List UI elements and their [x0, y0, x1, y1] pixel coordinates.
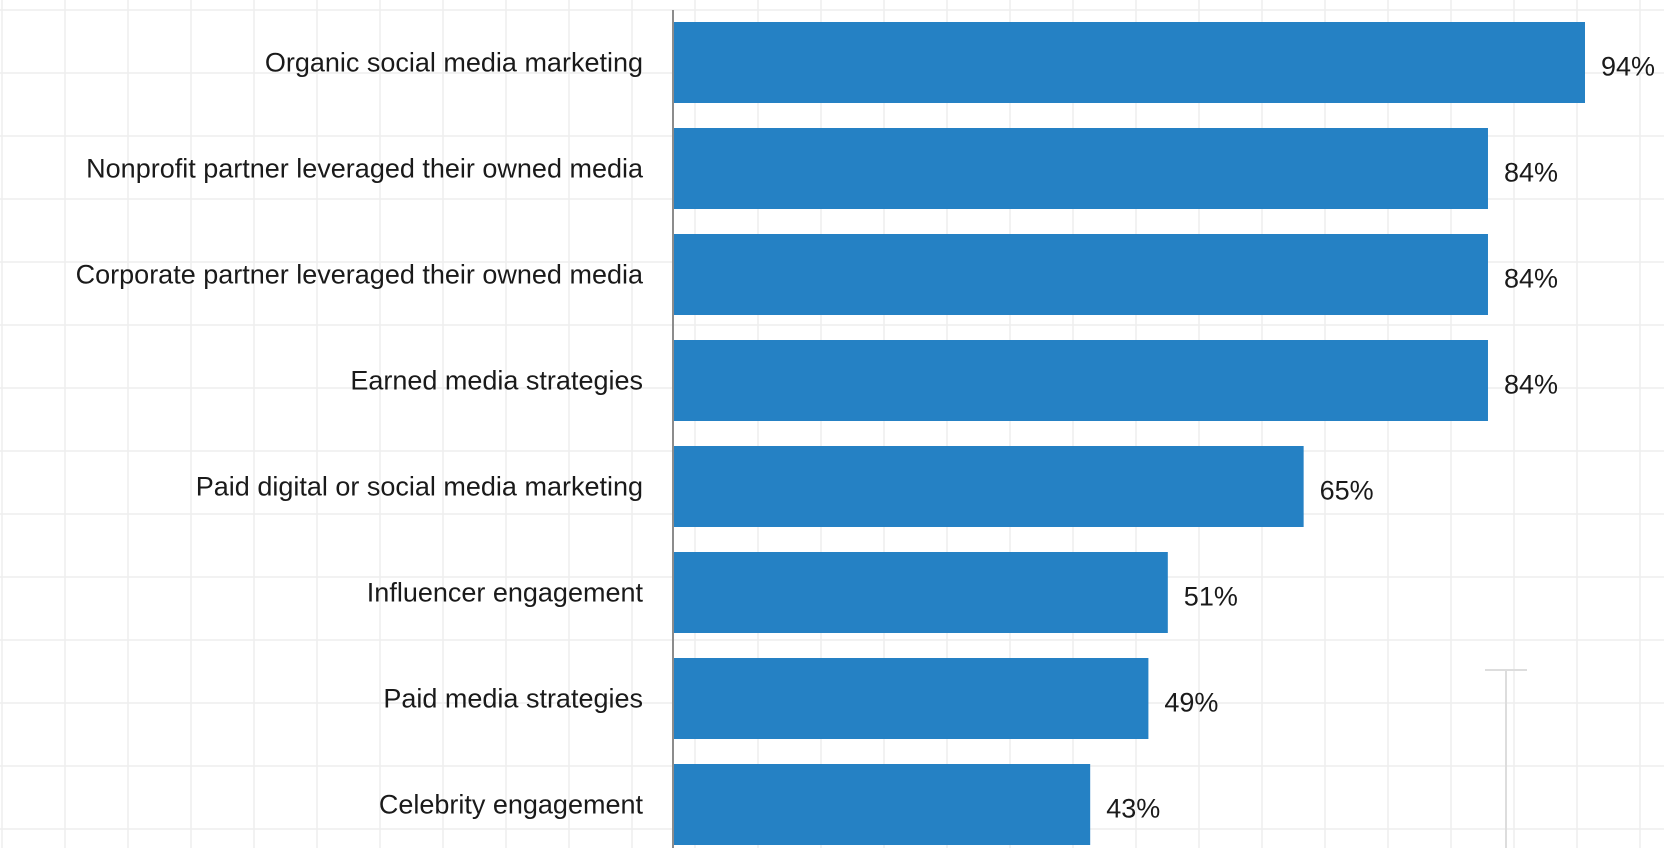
value-label: 51%: [1184, 582, 1238, 612]
bar: [673, 552, 1168, 633]
category-label: Nonprofit partner leveraged their owned …: [86, 154, 644, 184]
value-label: 84%: [1504, 158, 1558, 188]
category-label: Paid media strategies: [383, 684, 643, 714]
category-label: Paid digital or social media marketing: [196, 472, 643, 502]
value-label: 94%: [1601, 52, 1655, 82]
value-labels: 94% 84% 84% 84% 65% 51% 49% 43%: [1106, 52, 1655, 824]
value-label: 43%: [1106, 794, 1160, 824]
bar: [673, 764, 1091, 845]
bar: [673, 446, 1304, 527]
category-label: Earned media strategies: [350, 366, 643, 396]
bar: [673, 234, 1488, 315]
bar: [673, 340, 1488, 421]
value-label: 65%: [1320, 476, 1374, 506]
category-label: Corporate partner leveraged their owned …: [76, 260, 644, 290]
bar: [673, 22, 1585, 103]
category-labels: Organic social media marketing Nonprofit …: [76, 48, 644, 820]
value-label: 84%: [1504, 370, 1558, 400]
bar: [673, 658, 1149, 739]
bar: [673, 128, 1488, 209]
category-label: Influencer engagement: [367, 578, 644, 608]
value-label: 49%: [1164, 688, 1218, 718]
category-label: Organic social media marketing: [265, 48, 643, 78]
value-label: 84%: [1504, 264, 1558, 294]
bars-layer: [673, 22, 1585, 845]
category-label: Celebrity engagement: [379, 790, 644, 820]
